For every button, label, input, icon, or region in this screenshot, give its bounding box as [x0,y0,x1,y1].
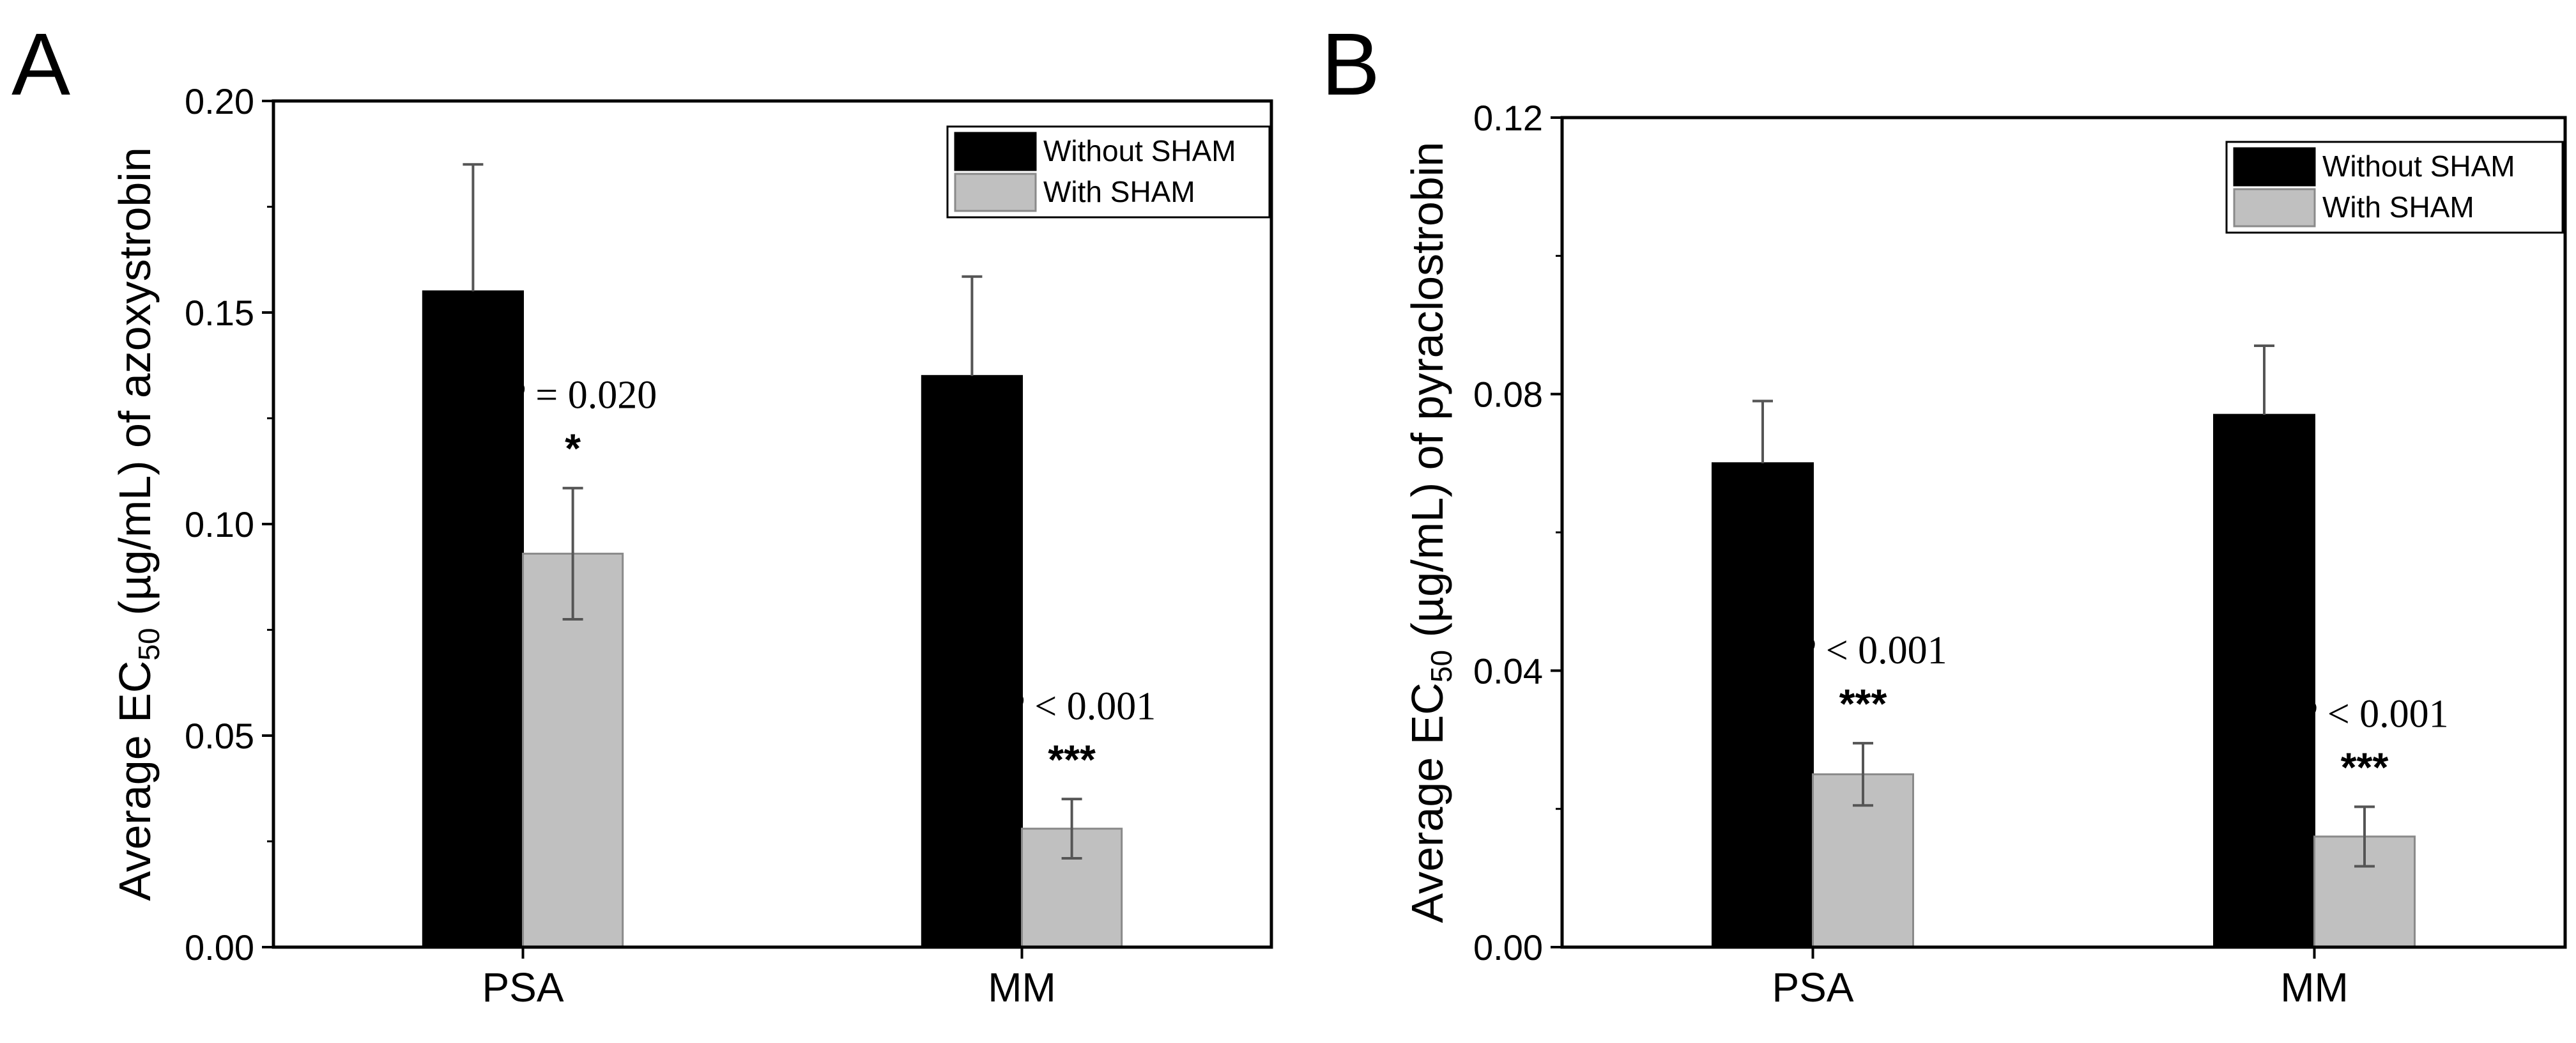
legend-swatch [954,132,1037,171]
p-value-label: P < 0.001 [1000,684,1156,728]
y-axis-label-main: Average EC [110,661,160,901]
legend-label: With SHAM [2322,190,2474,224]
p-value-symbol: P [2292,692,2317,736]
p-value-symbol: P [1000,684,1025,728]
p-value-symbol: P [1791,629,1816,672]
plot-frame [1560,116,2567,949]
y-axis-label: Average EC50 (µg/mL) of pyraclostrobin [1402,142,1458,923]
p-value-label: P = 0.020 [501,374,657,417]
y-axis-label-rest: (µg/mL) of pyraclostrobin [1402,142,1452,650]
y-axis-label: Average EC50 (µg/mL) of azoxystrobin [110,147,165,901]
legend-label: With SHAM [1043,175,1195,208]
p-value-text: < 0.001 [2317,692,2448,736]
legend-label: Without SHAM [2322,150,2515,183]
y-tick-label: 0.04 [1473,651,1543,691]
p-value-text: < 0.001 [1025,684,1156,728]
significance-stars: *** [1048,736,1096,782]
legend-swatch [2233,147,2316,187]
panel-letter: B [1321,15,1380,114]
panel-b: B Average EC50 (µg/mL) of pyraclostrobin 0… [1321,15,2567,1010]
panel-letter: A [12,15,70,114]
y-tick-label: 0.20 [185,81,254,121]
x-category-label: PSA [1772,964,1853,1010]
y-tick-label: 0.05 [185,716,254,756]
significance-stars: *** [2341,744,2389,790]
plot-frame [272,99,1273,949]
significance-stars: * [565,426,581,472]
y-tick-label: 0.15 [185,293,254,333]
y-axis-label-subscript: 50 [132,628,165,660]
significance-stars: *** [1839,681,1887,727]
y-axis-label-main: Average EC [1402,683,1452,923]
legend-label: Without SHAM [1043,134,1236,167]
panel-a: A Average EC50 (µg/mL) of azoxystrobin 0.0… [12,15,1273,1010]
y-axis-label-rest: (µg/mL) of azoxystrobin [110,147,160,628]
p-value-text: = 0.020 [526,374,657,417]
y-tick-label: 0.00 [185,927,254,968]
y-tick-label: 0.00 [1473,927,1543,968]
legend-swatch [954,173,1037,212]
x-category-label: PSA [482,964,564,1010]
p-value-label: P < 0.001 [2292,692,2448,736]
y-tick-label: 0.12 [1473,98,1543,138]
p-value-symbol: P [501,374,526,417]
x-category-label: MM [988,964,1056,1010]
x-category-label: MM [2280,964,2349,1010]
p-value-label: P < 0.001 [1791,629,1947,672]
bar-without-sham-mm [2213,413,2315,948]
bar-without-sham-psa [1712,462,1814,948]
legend-swatch [2233,188,2316,228]
bar-without-sham-mm [921,375,1023,948]
y-tick-label: 0.08 [1473,375,1543,415]
y-axis-label-subscript: 50 [1425,650,1458,683]
y-tick-label: 0.10 [185,504,254,545]
p-value-text: < 0.001 [1816,629,1947,672]
